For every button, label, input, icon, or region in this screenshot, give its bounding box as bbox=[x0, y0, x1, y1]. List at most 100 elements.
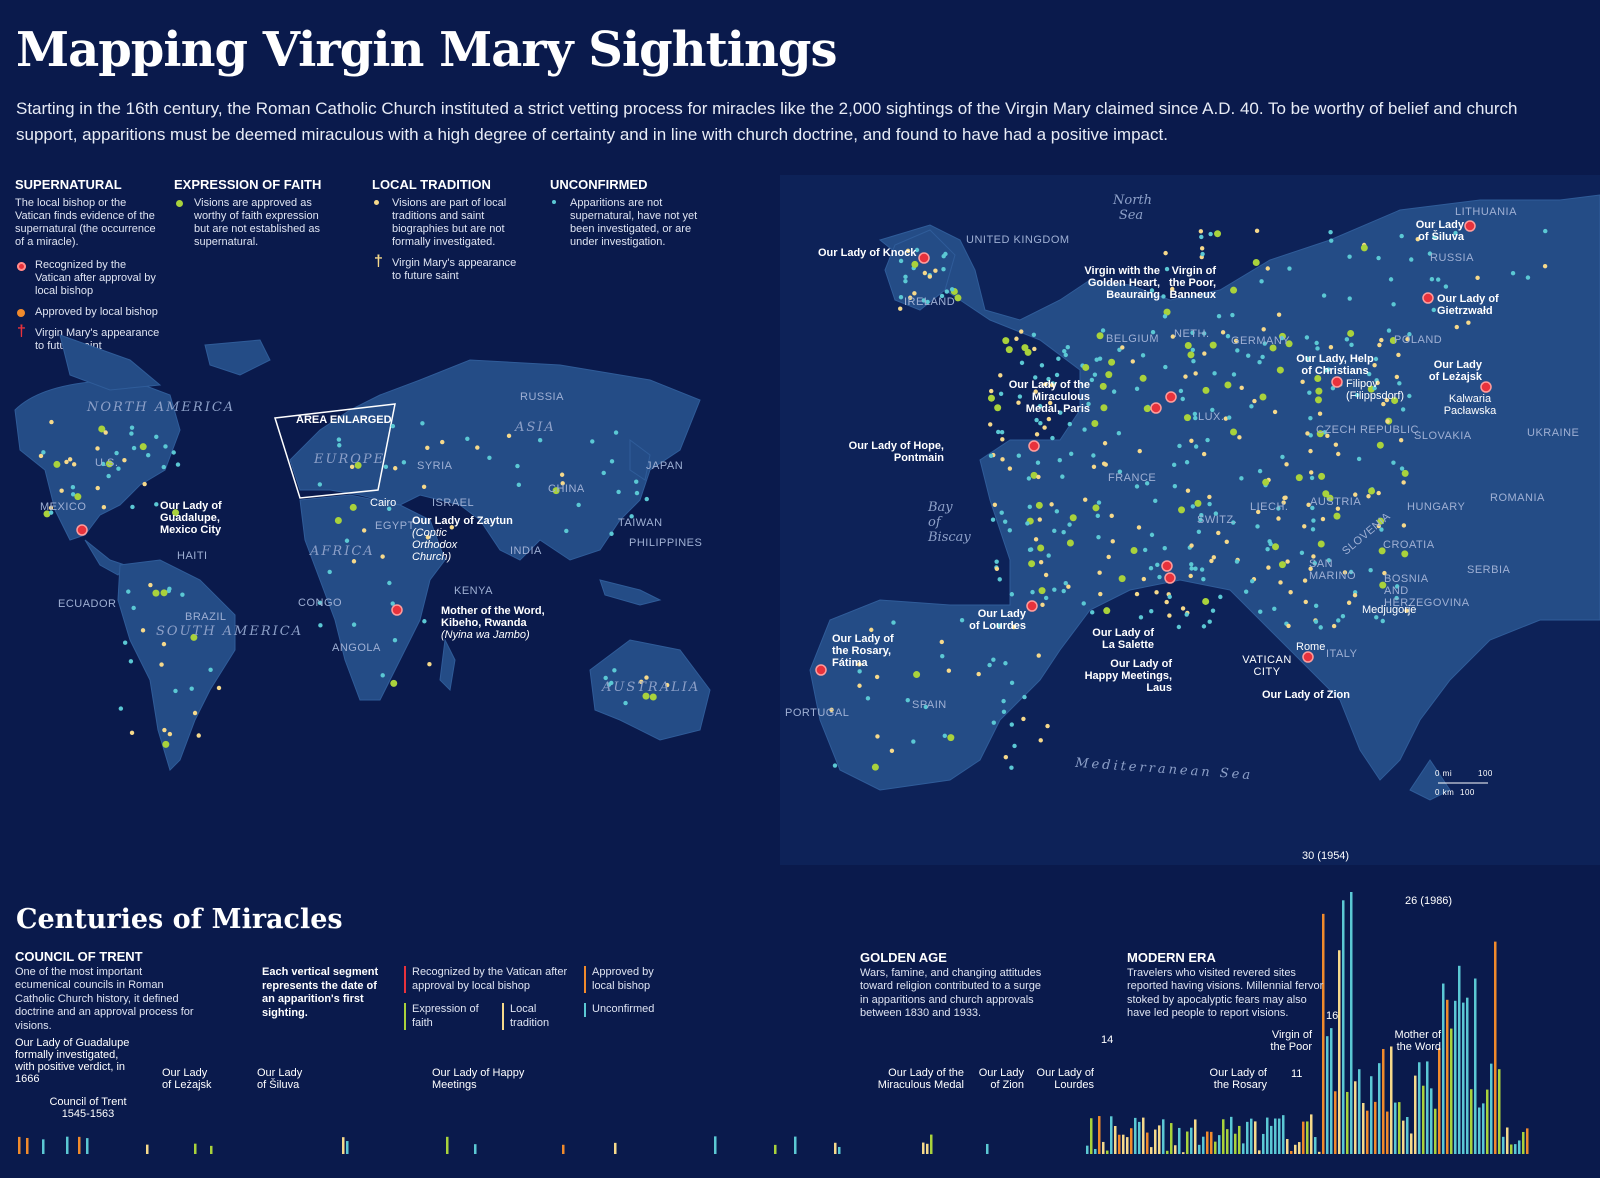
sea-biscay: Bay of Biscay bbox=[928, 500, 971, 545]
timeline-bar bbox=[1398, 1102, 1401, 1154]
timeline-bar bbox=[1274, 1118, 1277, 1154]
sighting-dot bbox=[1360, 244, 1368, 252]
sighting-dot bbox=[106, 473, 111, 479]
sighting-dot bbox=[122, 457, 127, 463]
sighting-dot bbox=[59, 488, 64, 493]
sighting-dot bbox=[1276, 506, 1281, 511]
sighting-dot bbox=[1148, 566, 1154, 571]
sighting-dot bbox=[1397, 381, 1402, 386]
sighting-dot bbox=[1249, 404, 1254, 409]
timeline-bar bbox=[1514, 1144, 1517, 1154]
timeline-bar bbox=[1226, 1129, 1229, 1154]
sighting-dot bbox=[994, 559, 999, 564]
legend-item-bishop: Approved by local bishop bbox=[15, 306, 165, 319]
sighting-dot bbox=[1194, 499, 1202, 507]
country-croatia: CROATIA bbox=[1383, 539, 1435, 551]
sighting-dot bbox=[905, 248, 911, 253]
vatican-dot bbox=[1161, 560, 1173, 572]
country-san-marino: SAN MARINO bbox=[1309, 558, 1356, 582]
sighting-dot bbox=[1102, 441, 1108, 446]
country-china: CHINA bbox=[548, 483, 585, 495]
timeline-bar bbox=[86, 1138, 89, 1154]
sighting-dot bbox=[1288, 590, 1293, 595]
timeline-bar bbox=[1210, 1131, 1213, 1154]
sighting-dot bbox=[1207, 494, 1212, 500]
sighting-dot bbox=[1239, 385, 1244, 391]
sighting-dot bbox=[871, 763, 879, 771]
country-uk: UNITED KINGDOM bbox=[966, 234, 1070, 246]
timeline-bar bbox=[1286, 1138, 1289, 1154]
sighting-dot bbox=[1318, 472, 1326, 480]
sighting-dot bbox=[105, 460, 113, 468]
sighting-dot bbox=[1316, 430, 1324, 438]
sighting-dot bbox=[1223, 416, 1229, 421]
sighting-dot bbox=[1302, 578, 1308, 583]
sighting-dot bbox=[1385, 419, 1390, 424]
sighting-dot bbox=[1401, 480, 1406, 485]
sighting-dot bbox=[1130, 359, 1135, 364]
sighting-dot bbox=[1306, 502, 1311, 508]
sighting-dot bbox=[991, 657, 996, 662]
sighting-dot bbox=[1111, 389, 1117, 394]
sighting-dot bbox=[196, 733, 201, 738]
sighting-dot bbox=[1252, 398, 1257, 404]
sighting-dot bbox=[116, 466, 121, 471]
timeline-bar bbox=[562, 1144, 565, 1154]
timeline-bar bbox=[714, 1136, 717, 1154]
country-vatican: VATICAN CITY bbox=[1242, 654, 1292, 678]
legend-title: UNCONFIRMED bbox=[550, 177, 648, 192]
sighting-dot bbox=[992, 502, 998, 508]
sighting-dot bbox=[913, 671, 921, 679]
sighting-dot bbox=[171, 450, 176, 455]
sighting-dot bbox=[1376, 490, 1381, 496]
section-modern-title: MODERN ERA bbox=[1127, 950, 1216, 965]
sighting-dot bbox=[162, 740, 170, 748]
section-modern-era: MODERN ERA Travelers who visited revered… bbox=[1127, 951, 1332, 1021]
sighting-dot bbox=[1185, 488, 1191, 493]
sighting-dot bbox=[875, 734, 880, 739]
sighting-dot bbox=[95, 446, 100, 451]
page-title: Mapping Virgin Mary Sightings bbox=[16, 22, 837, 78]
timeline-bar bbox=[1306, 1121, 1309, 1154]
sighting-dot bbox=[1328, 344, 1334, 350]
sighting-dot bbox=[537, 438, 543, 443]
sighting-dot bbox=[98, 425, 106, 433]
vatican-dot bbox=[1150, 402, 1162, 414]
sighting-dot bbox=[908, 295, 913, 300]
sighting-dot bbox=[1542, 263, 1548, 269]
sighting-dot bbox=[129, 730, 135, 736]
sighting-dot bbox=[1382, 570, 1387, 576]
place-gietrzwald: Our Lady of Gietrzwałd bbox=[1437, 293, 1499, 317]
sighting-dot bbox=[1035, 460, 1041, 465]
annot-virgin-poor: Virgin of the Poor bbox=[1270, 1029, 1312, 1053]
timeline-bar bbox=[1134, 1117, 1137, 1154]
sighting-dot bbox=[1407, 393, 1412, 399]
place-knock: Our Lady of Knock bbox=[818, 247, 917, 259]
sighting-dot bbox=[1407, 332, 1412, 337]
sighting-dot bbox=[1109, 513, 1114, 519]
sighting-dot bbox=[1404, 608, 1409, 613]
sighting-dot bbox=[1287, 266, 1292, 271]
sighting-dot bbox=[1260, 354, 1265, 360]
sighting-dot bbox=[1034, 432, 1040, 437]
sighting-dot bbox=[1198, 517, 1203, 522]
timeline-bar bbox=[1322, 913, 1325, 1154]
sighting-dot bbox=[1091, 419, 1099, 427]
sighting-dot bbox=[922, 270, 928, 276]
sighting-dot bbox=[1278, 561, 1286, 569]
timeline-bar bbox=[1186, 1131, 1189, 1154]
sighting-dot bbox=[1062, 348, 1067, 354]
sighting-dot bbox=[949, 287, 955, 292]
timeline-bar bbox=[1506, 1127, 1509, 1154]
sighting-dot bbox=[609, 680, 614, 686]
sighting-dot bbox=[1235, 348, 1240, 353]
timeline-bar bbox=[1442, 983, 1445, 1154]
sighting-dot bbox=[1201, 451, 1207, 457]
sighting-dot bbox=[425, 535, 431, 540]
sighting-dot bbox=[1060, 474, 1065, 479]
timeline-bar bbox=[614, 1142, 617, 1154]
sighting-dot bbox=[1199, 567, 1205, 572]
sighting-dot bbox=[1193, 444, 1199, 449]
legend-desc: The local bishop or the Vatican finds ev… bbox=[15, 197, 156, 248]
peak-14: 14 bbox=[1101, 1034, 1114, 1046]
